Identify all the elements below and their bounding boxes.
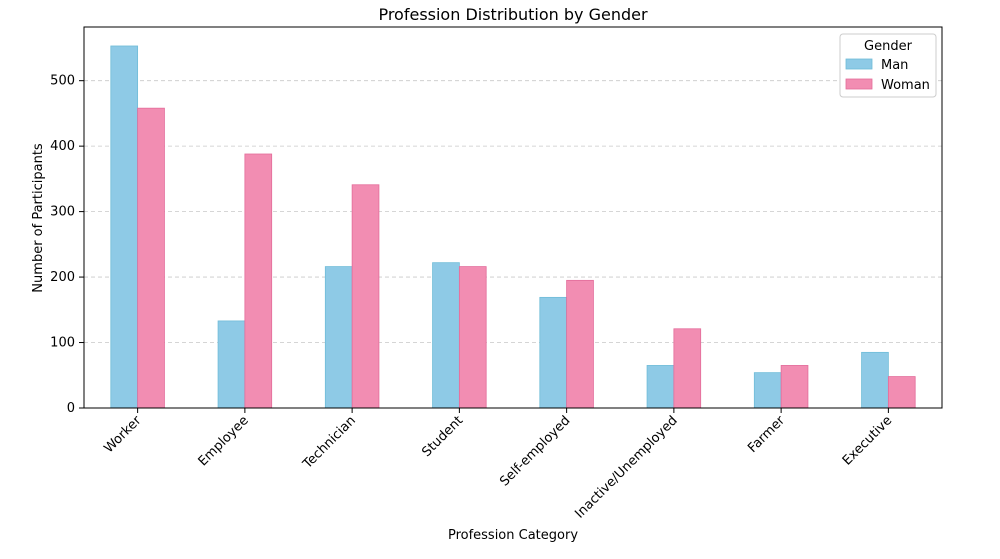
y-tick-label: 500 — [50, 74, 75, 89]
x-tick-label: Self-employed — [497, 413, 573, 489]
gridlines — [84, 80, 942, 343]
x-tick-label: Worker — [101, 413, 144, 456]
bar-man-employee — [217, 320, 246, 409]
x-tick-label: Farmer — [745, 413, 788, 456]
bar-woman-technician — [351, 184, 380, 409]
bar-man-self-employed — [539, 296, 568, 409]
y-tick-label: 0 — [67, 401, 75, 416]
bar-man-worker — [110, 45, 139, 409]
bar-woman-inactive-unemployed — [673, 328, 702, 409]
bar-man-student — [432, 262, 460, 409]
bar-woman-self-employed — [566, 279, 594, 409]
chart-title: Profession Distribution by Gender — [378, 5, 648, 24]
bar-man-executive — [861, 351, 889, 409]
plot-frame — [83, 26, 943, 409]
x-axis-label: Profession Category — [448, 528, 578, 543]
x-tick-label: Employee — [196, 413, 252, 469]
bar-woman-farmer — [780, 365, 809, 409]
bar-woman-executive — [887, 376, 916, 409]
legend: Gender Man Woman — [839, 33, 937, 98]
y-tick-label: 300 — [50, 205, 75, 220]
axes: 0 100 200 300 400 500 Worker Employee Technician… — [50, 26, 943, 522]
y-tick-label: 400 — [50, 139, 75, 154]
bar-woman-employee — [244, 153, 273, 409]
x-tick-label: Executive — [840, 413, 895, 468]
bar-woman-student — [458, 266, 487, 409]
legend-title: Gender — [864, 39, 913, 54]
x-tick-label: Inactive/Unemployed — [572, 413, 680, 521]
bar-woman-worker — [137, 107, 165, 409]
bar-man-farmer — [753, 372, 782, 409]
legend-swatch-man — [845, 58, 873, 70]
y-axis-label: Number of Participants — [31, 143, 46, 293]
bar-man-technician — [324, 266, 353, 409]
y-tick-label: 200 — [50, 270, 75, 285]
bar-man-inactive-unemployed — [646, 365, 675, 409]
legend-label-man: Man — [881, 58, 908, 73]
bars — [110, 45, 916, 409]
x-tick-label: Student — [419, 413, 466, 460]
x-tick-label: Technician — [300, 413, 359, 472]
legend-label-woman: Woman — [881, 78, 930, 93]
y-tick-label: 100 — [50, 336, 75, 351]
legend-swatch-woman — [845, 78, 873, 90]
